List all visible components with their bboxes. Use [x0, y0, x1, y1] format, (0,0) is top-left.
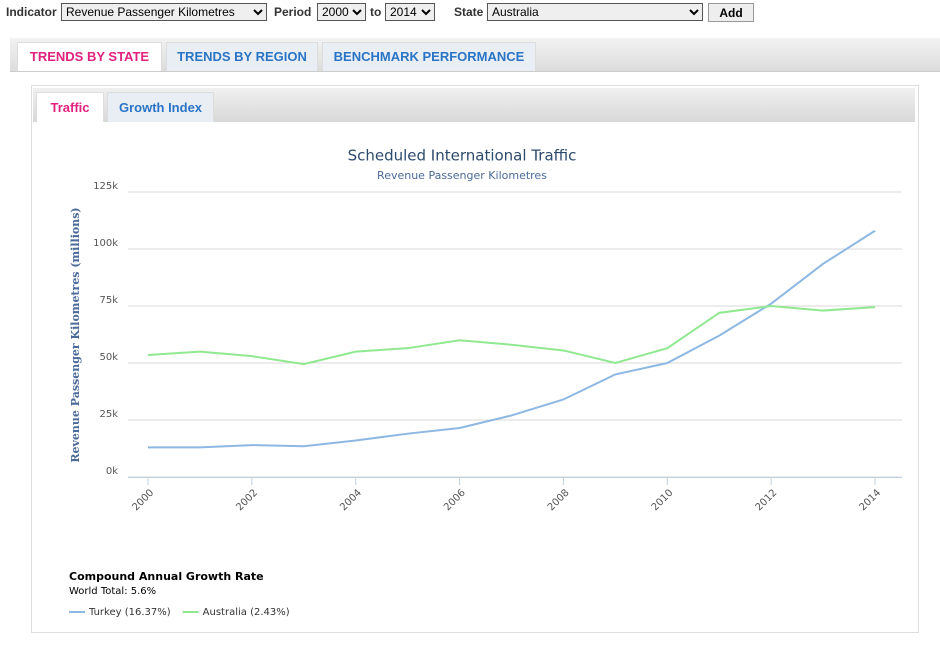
subtab[interactable]: Traffic [36, 92, 104, 122]
add-button[interactable]: Add [708, 3, 754, 22]
chart-title: Scheduled International Traffic [348, 147, 577, 165]
y-tick-label: 75k [99, 295, 118, 306]
y-tick-label: 25k [99, 409, 118, 420]
x-tick-label: 2014 [857, 487, 883, 513]
y-tick-label: 125k [93, 181, 118, 192]
period-from-select[interactable]: 2000 [317, 3, 366, 21]
tab[interactable]: TRENDS BY REGION [166, 42, 318, 71]
x-tick-label: 2008 [546, 487, 572, 513]
legend-entry: Australia (2.43%) [203, 607, 290, 618]
indicator-label: Indicator [6, 5, 57, 19]
x-tick-label: 2000 [130, 487, 156, 513]
indicator-select[interactable]: Revenue Passenger Kilometres [61, 3, 267, 21]
y-axis-label: Revenue Passenger Kilometres (millions) [69, 207, 82, 462]
series-line [148, 229, 876, 449]
legend-subtitle: World Total: 5.6% [69, 586, 156, 597]
period-label: Period [274, 5, 312, 19]
period-to-label: to [370, 5, 382, 19]
period-to-select[interactable]: 2014 [385, 3, 435, 21]
y-tick-label: 50k [99, 352, 118, 363]
subtab[interactable]: Growth Index [107, 92, 214, 122]
x-tick-label: 2006 [442, 487, 468, 513]
chart-subtitle: Revenue Passenger Kilometres [377, 169, 547, 182]
y-tick-label: 0k [106, 466, 118, 477]
state-select[interactable]: Australia [487, 3, 703, 21]
x-tick-label: 2010 [650, 487, 676, 513]
x-tick-label: 2012 [754, 487, 780, 513]
chart-panel [31, 85, 919, 633]
y-tick-label: 100k [93, 238, 118, 249]
x-tick-label: 2002 [234, 487, 260, 513]
tab[interactable]: TRENDS BY STATE [17, 42, 162, 71]
tab[interactable]: BENCHMARK PERFORMANCE [322, 42, 536, 71]
series-line [147, 304, 876, 366]
legend-entry: Turkey (16.37%) [88, 607, 171, 618]
x-tick-label: 2004 [338, 487, 364, 513]
state-label: State [454, 5, 484, 19]
legend-title: Compound Annual Growth Rate [69, 570, 264, 583]
